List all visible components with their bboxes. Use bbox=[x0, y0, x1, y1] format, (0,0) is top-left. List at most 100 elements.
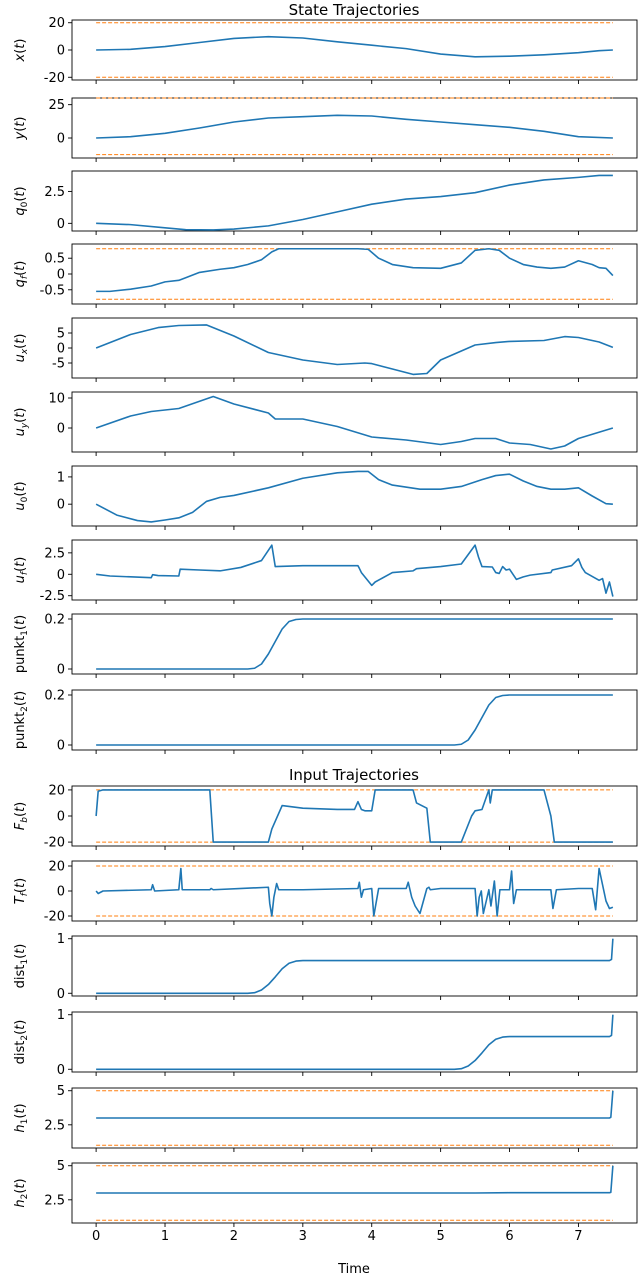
subplot-Tf: -20 0 20 Tf(t) bbox=[13, 860, 638, 925]
x-axis-label: Time bbox=[337, 1262, 370, 1277]
y-tick-label-uf-0: -2.5 bbox=[40, 589, 65, 604]
series-line-ux bbox=[95, 324, 614, 376]
y-axis-label-dist1: dist1(t) bbox=[13, 944, 30, 989]
y-axis-label-x: x(t) bbox=[13, 39, 28, 63]
plot-frame-Fb bbox=[71, 785, 638, 847]
y-tick-label-qf-2: 0.5 bbox=[44, 252, 65, 267]
y-axis-label-q0: q0(t) bbox=[13, 186, 30, 215]
y-tick-label-uf-2: 2.5 bbox=[44, 546, 65, 561]
y-tick-label-y-0: 0 bbox=[57, 132, 65, 147]
series-line-Tf bbox=[95, 867, 614, 917]
y-tick-label-punkt2-1: 0.2 bbox=[44, 689, 65, 704]
subplot-dist1: 0 1 dist1(t) bbox=[13, 932, 638, 1002]
y-axis-label-uf: uf(t) bbox=[13, 557, 30, 584]
subplot-punkt1: 0 0.2 punkt1(t) bbox=[13, 613, 638, 678]
plot-frame-uy bbox=[71, 391, 638, 453]
y-tick-label-x-1: 0 bbox=[57, 44, 65, 59]
y-tick-label-Tf-2: 20 bbox=[48, 860, 65, 875]
y-tick-label-dist1-0: 0 bbox=[57, 987, 65, 1002]
subplot-ux: -505 ux(t) bbox=[13, 317, 638, 382]
plot-frame-y bbox=[71, 97, 638, 159]
subplot-punkt2: 0 0.2 punkt2(t) bbox=[13, 689, 638, 754]
y-tick-label-Fb-1: 0 bbox=[57, 810, 65, 825]
plot-frame-x bbox=[71, 19, 638, 81]
input-trajectories-title: Input Trajectories bbox=[289, 766, 419, 784]
y-tick-label-Tf-0: -20 bbox=[44, 910, 65, 925]
y-tick-label-uy-1: 10 bbox=[48, 392, 65, 407]
plot-frame-dist2 bbox=[71, 1011, 638, 1073]
y-tick-label-h1-0: 2.5 bbox=[44, 1118, 65, 1133]
series-line-h2 bbox=[96, 1165, 614, 1194]
y-tick-label-punkt2-0: 0 bbox=[57, 739, 65, 754]
y-tick-label-u0-1: 1 bbox=[57, 470, 65, 485]
y-tick-label-punkt1-1: 0.2 bbox=[44, 613, 65, 628]
y-axis-label-punkt2: punkt2(t) bbox=[13, 691, 30, 749]
state-trajectories-title: State Trajectories bbox=[289, 1, 420, 19]
y-tick-label-Tf-1: 0 bbox=[57, 885, 65, 900]
subplot-x: -20 0 20 x(t) bbox=[13, 16, 638, 86]
y-tick-label-y-1: 25 bbox=[48, 98, 65, 113]
y-tick-label-ux-2: 5 bbox=[57, 327, 65, 342]
y-tick-label-Fb-0: -20 bbox=[44, 836, 65, 851]
plot-frame-uf bbox=[71, 539, 638, 601]
series-line-uf bbox=[96, 544, 614, 597]
x-tick-label-3: 3 bbox=[299, 1229, 307, 1244]
subplot-q0: 0 2.5 q0(t) bbox=[13, 170, 638, 235]
plot-frame-u0 bbox=[71, 465, 638, 527]
y-axis-label-qf: qf(t) bbox=[13, 261, 30, 288]
y-axis-label-uy: uy(t) bbox=[13, 408, 30, 437]
plot-frame-punkt1 bbox=[71, 613, 638, 675]
y-tick-label-x-2: 20 bbox=[48, 16, 65, 31]
y-tick-label-h1-1: 5 bbox=[57, 1084, 65, 1099]
y-axis-label-ux: ux(t) bbox=[13, 334, 30, 363]
x-tick-label-0: 0 bbox=[92, 1229, 100, 1244]
plot-frame-q0 bbox=[71, 170, 638, 232]
series-line-x bbox=[96, 35, 613, 58]
y-axis-label-u0: u0(t) bbox=[13, 481, 30, 510]
series-line-dist1 bbox=[96, 938, 614, 995]
subplot-grid: -20020x(t)025y(t)02.5q0(t)-0.500.5qf(t)-… bbox=[13, 16, 638, 1244]
series-line-uy bbox=[95, 395, 614, 450]
y-tick-label-u0-0: 0 bbox=[57, 498, 65, 513]
y-tick-label-h2-0: 2.5 bbox=[44, 1193, 65, 1208]
y-tick-label-uf-1: 0 bbox=[57, 568, 65, 583]
subplot-Fb: -20 0 20 Fb(t) bbox=[13, 783, 638, 851]
y-tick-label-Fb-2: 20 bbox=[48, 783, 65, 798]
plot-frame-ux bbox=[71, 317, 638, 379]
x-tick-label-6: 6 bbox=[505, 1229, 513, 1244]
subplot-qf: -0.500.5 qf(t) bbox=[13, 243, 638, 308]
series-line-h1 bbox=[96, 1090, 614, 1119]
y-tick-label-ux-0: -5 bbox=[52, 357, 65, 372]
subplot-h2: 2.5 5 0 1 2 3 4 5 6 7 h2(t) bbox=[13, 1159, 638, 1244]
y-tick-label-x-0: -20 bbox=[44, 71, 65, 86]
y-tick-label-ux-1: 0 bbox=[57, 342, 65, 357]
plot-frame-qf bbox=[71, 243, 638, 305]
x-tick-label-5: 5 bbox=[436, 1229, 444, 1244]
y-axis-label-Fb: Fb(t) bbox=[13, 802, 30, 830]
x-tick-label-2: 2 bbox=[230, 1229, 238, 1244]
y-axis-label-h1: h1(t) bbox=[13, 1103, 30, 1132]
y-tick-label-q0-1: 2.5 bbox=[44, 185, 65, 200]
series-line-q0 bbox=[96, 174, 613, 231]
y-tick-label-q0-0: 0 bbox=[57, 217, 65, 232]
y-tick-label-punkt1-0: 0 bbox=[57, 663, 65, 678]
y-tick-label-dist1-1: 1 bbox=[57, 932, 65, 947]
series-line-qf bbox=[96, 247, 614, 293]
series-line-y bbox=[96, 114, 613, 139]
subplot-h1: 2.5 5 h1(t) bbox=[13, 1084, 638, 1152]
series-line-punkt2 bbox=[96, 694, 613, 746]
subplot-y: 0 25 y(t) bbox=[13, 97, 638, 162]
y-tick-label-h2-1: 5 bbox=[57, 1159, 65, 1174]
series-line-punkt1 bbox=[96, 618, 613, 670]
y-tick-label-qf-0: -0.5 bbox=[40, 283, 65, 298]
x-tick-label-1: 1 bbox=[161, 1229, 169, 1244]
plot-frame-punkt2 bbox=[71, 689, 638, 751]
subplot-uf: -2.5 0 2.5 uf(t) bbox=[13, 539, 638, 604]
y-axis-label-punkt1: punkt1(t) bbox=[13, 615, 30, 673]
plot-frame-dist1 bbox=[71, 935, 638, 997]
y-tick-label-dist2-0: 0 bbox=[57, 1063, 65, 1078]
series-line-Fb bbox=[95, 789, 613, 843]
y-axis-label-y: y(t) bbox=[13, 117, 28, 141]
series-line-u0 bbox=[95, 470, 613, 523]
